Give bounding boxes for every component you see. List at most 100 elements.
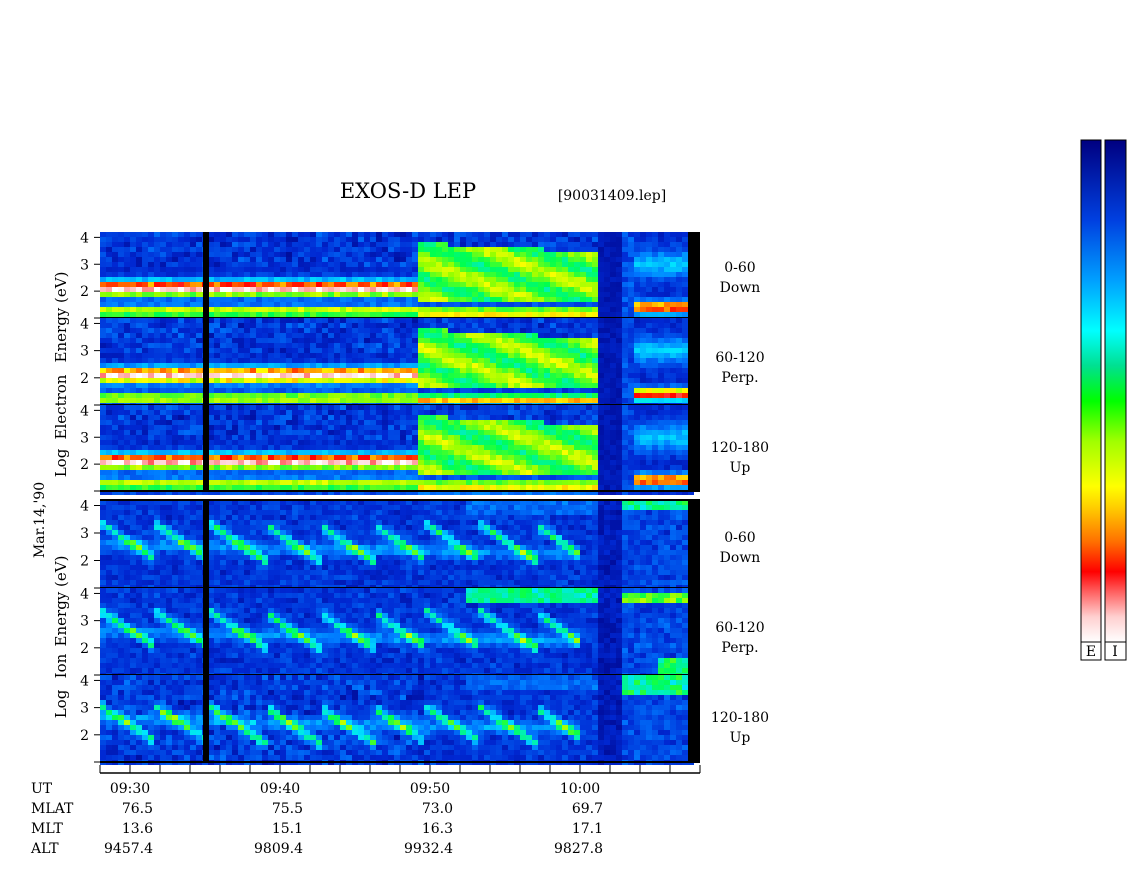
heatmap-cell (436, 312, 442, 317)
heatmap-cell (418, 292, 424, 297)
heatmap-cell (358, 450, 364, 455)
heatmap-cell (484, 450, 490, 455)
heatmap-cell (178, 272, 184, 277)
heatmap-cell (394, 388, 400, 393)
heatmap-cell (310, 363, 316, 368)
heatmap-cell (118, 257, 124, 262)
heatmap-cell (304, 373, 310, 378)
heatmap-cell (646, 287, 652, 292)
heatmap-cell (220, 405, 226, 410)
heatmap-cell (382, 490, 388, 495)
heatmap-cell (334, 420, 340, 425)
heatmap-cell (250, 393, 256, 398)
heatmap-cell (148, 445, 154, 450)
heatmap-cell (322, 388, 328, 393)
heatmap-cell (304, 318, 310, 323)
heatmap-cell (562, 277, 568, 282)
heatmap-cell (136, 307, 142, 312)
heatmap-cell (184, 287, 190, 292)
heatmap-cell (652, 277, 658, 282)
heatmap-cell (268, 312, 274, 317)
heatmap-cell (220, 398, 226, 403)
heatmap-cell (484, 343, 490, 348)
heatmap-cell (226, 460, 232, 465)
heatmap-cell (256, 440, 262, 445)
heatmap-cell (568, 393, 574, 398)
heatmap-cell (328, 435, 334, 440)
heatmap-cell (466, 302, 472, 307)
heatmap-cell (316, 262, 322, 267)
heatmap-cell (346, 262, 352, 267)
heatmap-cell (388, 318, 394, 323)
heatmap-cell (298, 445, 304, 450)
heatmap-cell (232, 490, 238, 495)
heatmap-cell (154, 388, 160, 393)
heatmap-cell (160, 267, 166, 272)
heatmap-cell (580, 307, 586, 312)
heatmap-cell (274, 405, 280, 410)
heatmap-cell (316, 312, 322, 317)
heatmap-cell (358, 490, 364, 495)
heatmap-cell (160, 302, 166, 307)
heatmap-cell (562, 358, 568, 363)
heatmap-cell (514, 470, 520, 475)
heatmap-cell (544, 435, 550, 440)
heatmap-cell (364, 307, 370, 312)
heatmap-cell (220, 348, 226, 353)
heatmap-cell (556, 297, 562, 302)
heatmap-cell (616, 312, 622, 317)
heatmap-cell (556, 292, 562, 297)
heatmap-cell (130, 318, 136, 323)
heatmap-cell (442, 343, 448, 348)
heatmap-cell (340, 272, 346, 277)
heatmap-cell (448, 420, 454, 425)
heatmap-cell (262, 232, 268, 237)
heatmap-cell (328, 450, 334, 455)
heatmap-cell (448, 405, 454, 410)
heatmap-cell (208, 450, 214, 455)
heatmap-cell (280, 328, 286, 333)
heatmap-cell (226, 262, 232, 267)
heatmap-cell (316, 237, 322, 242)
heatmap-cell (232, 348, 238, 353)
spectrogram-panel-1 (100, 232, 700, 322)
heatmap-cell (436, 307, 442, 312)
heatmap-cell (346, 328, 352, 333)
heatmap-cell (550, 398, 556, 403)
heatmap-cell (544, 450, 550, 455)
heatmap-cell (478, 485, 484, 490)
heatmap-cell (256, 373, 262, 378)
heatmap-cell (418, 378, 424, 383)
heatmap-cell (100, 378, 106, 383)
heatmap-cell (532, 312, 538, 317)
heatmap-cell (256, 323, 262, 328)
heatmap-cell (526, 328, 532, 333)
heatmap-cell (526, 242, 532, 247)
heatmap-cell (412, 398, 418, 403)
heatmap-cell (346, 257, 352, 262)
heatmap-cell (568, 450, 574, 455)
heatmap-cell (406, 338, 412, 343)
heatmap-cell (226, 373, 232, 378)
heatmap-cell (310, 272, 316, 277)
heatmap-cell (358, 363, 364, 368)
heatmap-cell (610, 282, 616, 287)
heatmap-cell (502, 440, 508, 445)
heatmap-cell (160, 232, 166, 237)
heatmap-cell (358, 445, 364, 450)
heatmap-cell (514, 368, 520, 373)
heatmap-cell (454, 430, 460, 435)
heatmap-cell (286, 338, 292, 343)
heatmap-cell (190, 348, 196, 353)
heatmap-cell (238, 405, 244, 410)
heatmap-cell (136, 470, 142, 475)
heatmap-cell (442, 415, 448, 420)
heatmap-cell (400, 247, 406, 252)
heatmap-cell (634, 323, 640, 328)
heatmap-cell (172, 328, 178, 333)
heatmap-cell (256, 287, 262, 292)
heatmap-cell (226, 378, 232, 383)
heatmap-cell (556, 383, 562, 388)
heatmap-cell (316, 480, 322, 485)
heatmap-cell (286, 398, 292, 403)
